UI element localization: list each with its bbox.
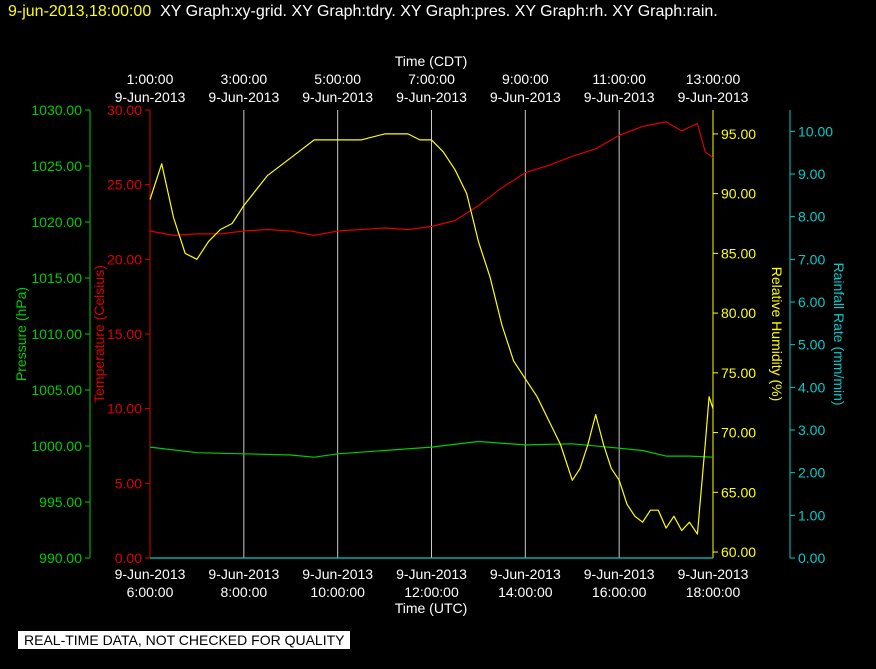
grid [243,110,620,558]
top-tick-time: 7:00:00 [408,71,455,87]
top-tick-time: 1:00:00 [127,71,174,87]
temperature-axis: Temperature (Celsius) 0.00 5.00 10.00 15.00… [91,102,151,566]
top-tick-date: 9-Jun-2013 [208,89,279,105]
rain-tick-label: 2.00 [798,465,825,481]
temperature-axis-label: Temperature (Celsius) [91,265,107,403]
top-axis-label: Time (CDT) [395,53,468,69]
humidity-tick-label: 60.00 [721,544,756,560]
rain-tick-label: 1.00 [798,507,825,523]
pressure-tick-label: 1000.00 [31,438,82,454]
top-tick-time: 9:00:00 [502,71,549,87]
series-line-humidity [149,133,714,535]
temperature-tick-label: 5.00 [115,475,142,491]
pressure-tick-label: 1015.00 [31,270,82,286]
bottom-tick-date: 9-Jun-2013 [490,566,561,582]
top-tick-time: 5:00:00 [314,71,361,87]
series-layer [149,121,714,559]
series-line-temperature [149,121,714,236]
top-tick-date: 9-Jun-2013 [678,89,749,105]
quality-notice: REAL-TIME DATA, NOT CHECKED FOR QUALITY [18,631,351,649]
temperature-tick-label: 20.00 [107,251,142,267]
bottom-tick-time: 6:00:00 [127,584,174,600]
humidity-tick-label: 85.00 [721,245,756,261]
humidity-tick-label: 90.00 [721,186,756,202]
top-tick-date: 9-Jun-2013 [490,89,561,105]
bottom-tick-time: 16:00:00 [592,584,647,600]
humidity-tick-label: 70.00 [721,425,756,441]
rain-tick-label: 10.00 [798,123,833,139]
bottom-axis-label: Time (UTC) [395,600,468,616]
top-tick-time: 13:00:00 [686,71,741,87]
bottom-tick-time: 12:00:00 [404,584,459,600]
rain-tick-label: 4.00 [798,379,825,395]
rain-tick-label: 9.00 [798,166,825,182]
rain-tick-label: 8.00 [798,209,825,225]
bottom-tick-date: 9-Jun-2013 [208,566,279,582]
humidity-tick-label: 65.00 [721,484,756,500]
top-tick-time: 3:00:00 [220,71,267,87]
bottom-tick-date: 9-Jun-2013 [115,566,186,582]
bottom-tick-date: 9-Jun-2013 [396,566,467,582]
humidity-axis-label: Relative Humidity (%) [769,267,785,402]
graph-list: XY Graph:xy-grid. XY Graph:tdry. XY Grap… [160,3,718,20]
top-tick-date: 9-Jun-2013 [115,89,186,105]
rain-axis: Rainfall Rate (mm/min) 0.00 1.00 2.00 3.00 4… [789,110,847,566]
pressure-tick-label: 1030.00 [31,102,82,118]
top-tick-date: 9-Jun-2013 [584,89,655,105]
humidity-tick-label: 80.00 [721,305,756,321]
series-line-pressure [149,440,714,458]
pressure-axis-label: Pressure (hPa) [13,287,29,381]
top-tick-time: 11:00:00 [592,71,646,87]
pressure-axis: Pressure (hPa) 990.00 995.00 1000.00 1005.0… [13,102,91,566]
bottom-tick-time: 10:00:00 [310,584,365,600]
rain-tick-label: 7.00 [798,251,825,267]
top-tick-date: 9-Jun-2013 [396,89,467,105]
rain-axis-label: Rainfall Rate (mm/min) [831,262,847,405]
rain-tick-label: 5.00 [798,337,825,353]
pressure-tick-label: 1025.00 [31,158,82,174]
graph-title-bar: 9-jun-2013,18:00:00 XY Graph:xy-grid. XY… [8,3,718,21]
bottom-tick-time: 18:00:00 [686,584,741,600]
pressure-tick-label: 1020.00 [31,214,82,230]
pressure-tick-label: 1010.00 [31,326,82,342]
pressure-tick-label: 995.00 [39,494,82,510]
bottom-tick-date: 9-Jun-2013 [302,566,373,582]
bottom-tick-date: 9-Jun-2013 [584,566,655,582]
temperature-tick-label: 30.00 [107,102,142,118]
pressure-tick-label: 990.00 [39,550,82,566]
temperature-tick-label: 0.00 [115,550,142,566]
top-tick-date: 9-Jun-2013 [302,89,373,105]
top-time-axis: Time (CDT) 1:00:00 9-Jun-2013 3:00:00 9-Jun… [115,53,749,105]
temperature-tick-label: 10.00 [107,401,142,417]
timestamp: 9-jun-2013,18:00:00 [8,3,152,20]
pressure-tick-label: 1005.00 [31,382,82,398]
rain-tick-label: 0.00 [798,550,825,566]
temperature-tick-label: 15.00 [107,326,142,342]
rain-tick-label: 3.00 [798,422,825,438]
bottom-tick-date: 9-Jun-2013 [678,566,749,582]
bottom-time-axis: Time (UTC) 9-Jun-2013 6:00:00 9-Jun-2013 8:… [115,566,749,616]
humidity-axis: Relative Humidity (%) 60.00 65.00 70.00 75.… [712,110,785,560]
bottom-tick-time: 8:00:00 [220,584,267,600]
rain-tick-label: 6.00 [798,294,825,310]
temperature-tick-label: 25.00 [107,177,142,193]
bottom-tick-time: 14:00:00 [498,584,553,600]
humidity-tick-label: 95.00 [721,126,756,142]
humidity-tick-label: 75.00 [721,365,756,381]
